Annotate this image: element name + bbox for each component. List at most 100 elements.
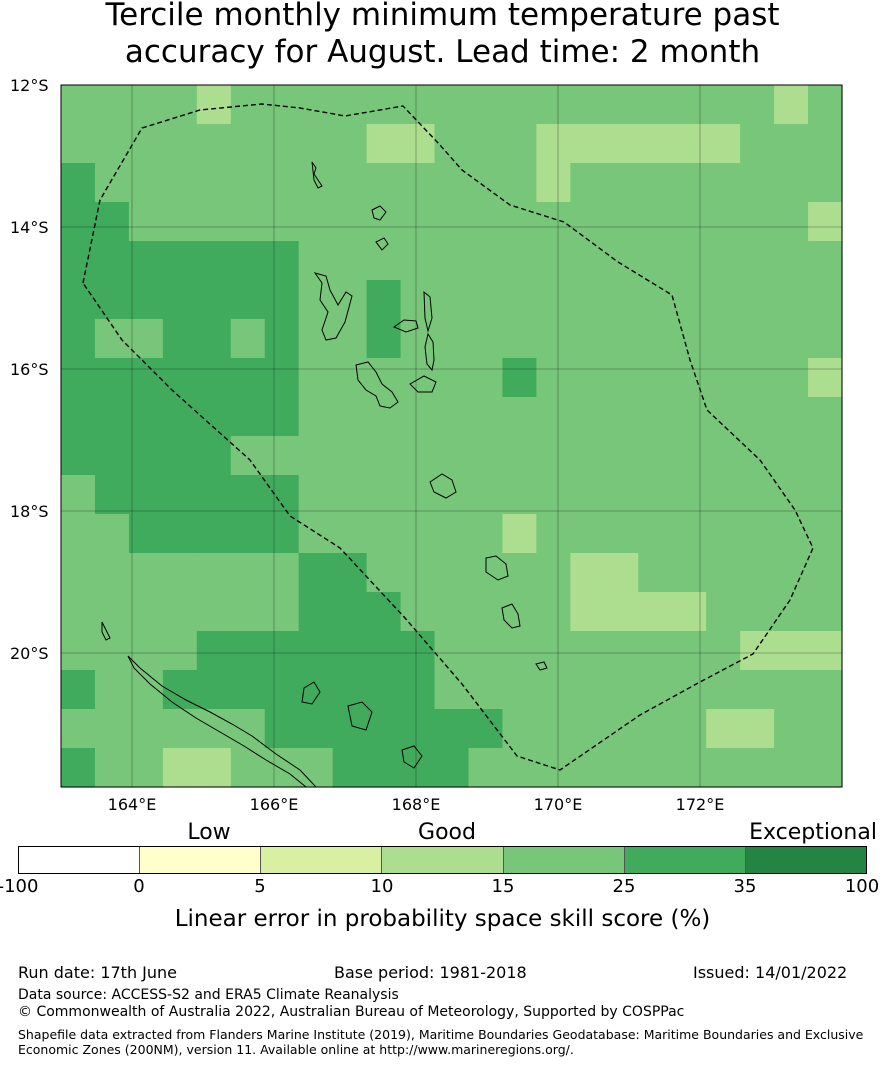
- grid-cell: [740, 124, 775, 164]
- grid-cell: [434, 241, 470, 281]
- copyright: © Commonwealth of Australia 2022, Austra…: [18, 1004, 685, 1020]
- colorbar-segment-6: [624, 847, 746, 873]
- grid-cell: [298, 514, 334, 554]
- colorbar-tick: -100: [0, 876, 39, 897]
- grid-cell: [536, 124, 571, 164]
- grid-cell: [808, 397, 843, 437]
- grid-cell: [434, 163, 470, 203]
- map-canvas: [60, 84, 843, 788]
- category-low: Low: [187, 820, 231, 845]
- grid-cell: [706, 319, 741, 359]
- grid-cell: [808, 709, 843, 749]
- grid-cell: [502, 85, 537, 125]
- grid-cell: [264, 124, 300, 164]
- grid-cell: [162, 553, 198, 593]
- grid-cell: [638, 748, 673, 788]
- grid-cell: [332, 475, 368, 515]
- coastline-ambae: [392, 319, 419, 333]
- grid-cell: [162, 319, 198, 359]
- grid-cell: [434, 436, 470, 476]
- grid-cell: [366, 748, 402, 788]
- grid-cell: [230, 436, 266, 476]
- grid-cell: [332, 748, 368, 788]
- grid-cell: [264, 163, 300, 203]
- grid-cell: [774, 475, 809, 515]
- grid-cell: [230, 241, 266, 281]
- grid-cell: [94, 709, 130, 749]
- grid-cell: [808, 319, 843, 359]
- grid-cell: [332, 358, 368, 398]
- grid-cell: [468, 475, 504, 515]
- grid-cell: [740, 397, 775, 437]
- category-exceptional: Exceptional: [749, 820, 877, 845]
- grid-cell: [808, 280, 843, 320]
- grid-cell: [128, 163, 164, 203]
- grid-cell: [332, 670, 368, 710]
- grid-cell: [604, 163, 639, 203]
- grid-cell: [264, 436, 300, 476]
- coastline-espiritu-santo: [313, 272, 353, 341]
- grid-cell: [604, 514, 639, 554]
- grid-cell: [774, 85, 809, 125]
- grid-cell: [61, 85, 96, 125]
- grid-cell: [604, 475, 639, 515]
- colorbar-segment-4: [382, 847, 504, 873]
- grid-cell: [298, 319, 334, 359]
- grid-cell: [400, 124, 436, 164]
- grid-cell: [638, 514, 673, 554]
- grid-cell: [162, 85, 198, 125]
- grid-cell: [400, 514, 436, 554]
- grid-cell: [740, 319, 775, 359]
- grid-cell: [61, 631, 96, 671]
- grid-cell: [502, 514, 537, 554]
- grid-cell: [638, 592, 673, 632]
- grid-cell: [468, 397, 504, 437]
- grid-cell: [502, 124, 537, 164]
- colorbar-tick: 5: [254, 876, 266, 897]
- grid-cell: [128, 514, 164, 554]
- grid-cell: [298, 436, 334, 476]
- grid-cell: [61, 709, 96, 749]
- colorbar-segment-3: [261, 847, 383, 873]
- grid-cell: [638, 85, 673, 125]
- grid-cell: [638, 319, 673, 359]
- grid-cell: [366, 85, 402, 125]
- grid-cell: [774, 514, 809, 554]
- grid-cell: [61, 592, 96, 632]
- grid-cell: [366, 319, 402, 359]
- grid-cell: [366, 670, 402, 710]
- grid-cell: [570, 631, 605, 671]
- grid-cell: [468, 85, 504, 125]
- grid-cell: [740, 553, 775, 593]
- grid-cell: [502, 670, 537, 710]
- grid-cell: [434, 202, 470, 242]
- colorbar-tick: 100: [844, 876, 880, 897]
- grid-cell: [94, 241, 130, 281]
- grid-cell: [536, 709, 571, 749]
- grid-cell: [400, 241, 436, 281]
- grid-cell: [61, 514, 96, 554]
- grid-cell: [162, 592, 198, 632]
- grid-cell: [706, 514, 741, 554]
- grid-cell: [808, 358, 843, 398]
- grid-cell: [570, 124, 605, 164]
- grid-cell: [128, 709, 164, 749]
- grid-cell: [774, 163, 809, 203]
- grid-cell: [61, 475, 96, 515]
- grid-cell: [264, 475, 300, 515]
- grid-cell: [808, 631, 843, 671]
- grid-cell: [61, 670, 96, 710]
- grid-cell: [536, 163, 571, 203]
- map-frame: [60, 84, 843, 788]
- grid-cell: [740, 358, 775, 398]
- grid-cell: [264, 709, 300, 749]
- grid-cell: [128, 280, 164, 320]
- grid-cell: [298, 592, 334, 632]
- data-source: Data source: ACCESS-S2 and ERA5 Climate …: [18, 987, 399, 1003]
- grid-cell: [230, 202, 266, 242]
- grid-cell: [264, 748, 300, 788]
- colorbar-tick: 15: [491, 876, 515, 897]
- grid-cell: [502, 553, 537, 593]
- grid-cell: [230, 319, 266, 359]
- grid-cell: [672, 670, 707, 710]
